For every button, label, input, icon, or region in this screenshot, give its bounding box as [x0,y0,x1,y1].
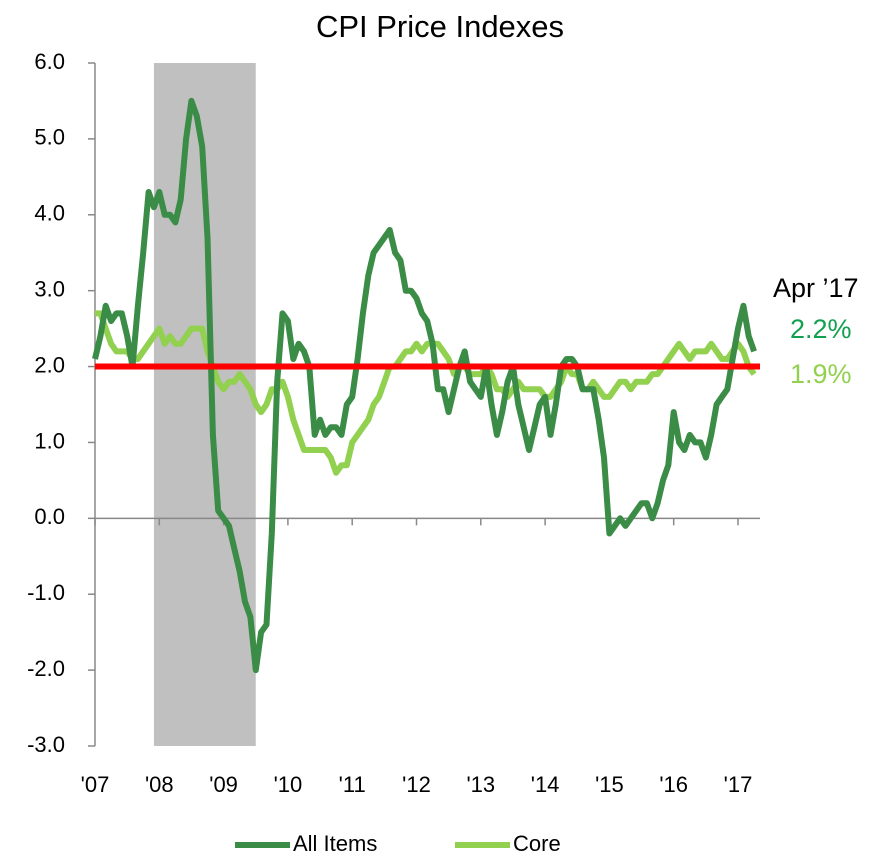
y-tick-label: 3.0 [34,276,65,301]
x-tick-label: '09 [209,772,238,797]
legend-label: Core [513,831,561,856]
x-tick-label: '14 [531,772,560,797]
x-tick-label: '13 [466,772,495,797]
y-tick-label: -3.0 [27,732,65,757]
y-tick-label: -1.0 [27,580,65,605]
series-line [95,310,757,476]
chart-title: CPI Price Indexes [316,9,564,44]
x-tick-label: '11 [339,772,366,797]
x-tick-label: '07 [81,772,110,797]
annotation-heading: Apr ’17 [773,273,859,303]
x-tick-label: '10 [274,772,303,797]
series-line [92,97,757,674]
y-tick-label: 6.0 [34,49,65,74]
annotation-label: 1.9% [790,359,852,389]
y-tick-label: 4.0 [34,201,65,226]
x-tick-label: '17 [724,772,753,797]
legend-label: All Items [293,831,377,856]
y-tick-label: -2.0 [27,656,65,681]
y-tick-label: 5.0 [34,125,65,150]
annotation-label: 2.2% [790,314,852,344]
x-tick-label: '16 [659,772,688,797]
y-tick-label: 1.0 [34,428,65,453]
x-tick-label: '15 [595,772,624,797]
y-tick-label: 2.0 [34,352,65,377]
x-tick-label: '12 [402,772,431,797]
y-tick-label: 0.0 [34,504,65,529]
x-tick-label: '08 [145,772,174,797]
